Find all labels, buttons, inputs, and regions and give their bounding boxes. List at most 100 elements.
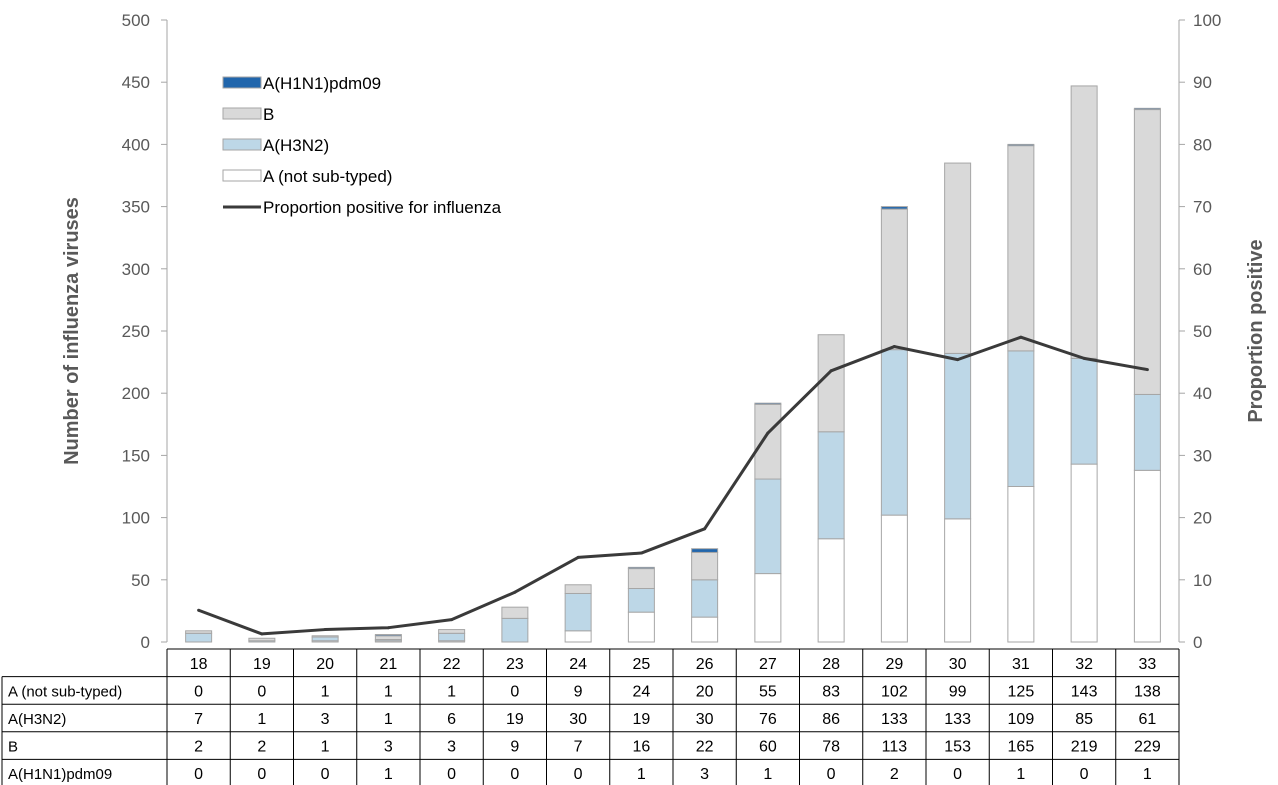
table-header-cell: 20 — [316, 656, 334, 673]
bar-segment — [1070, 357, 1098, 465]
table-cell: 219 — [1071, 739, 1098, 756]
left-tick-label: 0 — [141, 633, 150, 652]
bar-segment — [1133, 469, 1161, 643]
table-cell: 9 — [510, 739, 519, 756]
table-cell: 9 — [574, 683, 583, 700]
table-cell: 0 — [953, 766, 962, 783]
bar-segment — [817, 334, 845, 433]
bar-segment — [691, 551, 719, 581]
right-tick-label: 60 — [1193, 260, 1212, 279]
legend-item: Proportion positive for influenza — [223, 198, 502, 217]
legend-label: A(H1N1)pdm09 — [263, 74, 381, 93]
table-header-cell: 27 — [759, 656, 777, 673]
bar-segment — [691, 579, 719, 618]
bar-segment — [944, 162, 972, 354]
table-header-cell: 23 — [506, 656, 524, 673]
bar-segment — [944, 352, 972, 520]
left-tick-label: 150 — [122, 446, 150, 465]
table-header-cell: 31 — [1012, 656, 1030, 673]
table-cell: 78 — [822, 739, 840, 756]
left-tick-label: 300 — [122, 260, 150, 279]
table-cell: 16 — [632, 739, 650, 756]
left-tick-label: 400 — [122, 135, 150, 154]
legend-swatch — [222, 169, 262, 182]
table-cell: 83 — [822, 683, 840, 700]
table-cell: 1 — [1143, 766, 1152, 783]
table-cell: 113 — [882, 739, 908, 756]
right-tick-label: 0 — [1193, 633, 1202, 652]
line-point — [1082, 356, 1086, 360]
line-point — [386, 626, 390, 630]
table-cell: 153 — [944, 739, 971, 756]
legend-label: A(H3N2) — [263, 136, 329, 155]
legend-item: B — [222, 105, 274, 124]
table-header-cell: 19 — [253, 656, 271, 673]
line-point — [323, 628, 327, 632]
right-tick-label: 80 — [1193, 135, 1212, 154]
right-tick-label: 100 — [1193, 11, 1221, 30]
table-cell: 1 — [384, 683, 393, 700]
table-cell: 0 — [510, 683, 519, 700]
line-point — [513, 590, 517, 594]
table-cell: 30 — [696, 711, 714, 728]
bar-segment — [311, 635, 339, 638]
table-cell: 0 — [574, 766, 583, 783]
table-cell: 2 — [257, 739, 266, 756]
bar-segment — [1007, 145, 1035, 352]
line-point — [1019, 335, 1023, 339]
table-cell: 60 — [759, 739, 777, 756]
table-cell: 1 — [637, 766, 646, 783]
proportion-positive-line — [198, 335, 1148, 636]
table-cell: 3 — [700, 766, 709, 783]
table-cell: 0 — [447, 766, 456, 783]
table-cell: 30 — [569, 711, 587, 728]
legend-swatch — [222, 76, 262, 89]
table-cell: 22 — [696, 739, 714, 756]
table-row-label: A(H1N1)pdm09 — [8, 766, 112, 783]
table-cell: 3 — [321, 711, 330, 728]
data-table: 18 19 20 21 22 23 24 25 26 27 28 29 30 31 32 33A (not s… — [1, 648, 1180, 785]
bar-segment — [880, 514, 908, 643]
table-header-cell: 29 — [885, 656, 903, 673]
left-tick-label: 500 — [122, 11, 150, 30]
line-point — [197, 608, 201, 612]
bar-segment — [374, 634, 402, 637]
line-point — [766, 431, 770, 435]
bar-segment — [1133, 109, 1161, 395]
table-header-cell: 28 — [822, 656, 840, 673]
table-cell: 85 — [1075, 711, 1093, 728]
legend-item: A (not sub-typed) — [222, 167, 392, 186]
table-row-label: A(H3N2) — [8, 711, 66, 728]
table-cell: 55 — [759, 683, 777, 700]
bar-segment — [691, 548, 719, 553]
bar-segment — [944, 518, 972, 643]
bar-segment — [501, 606, 529, 619]
right-tick-label: 30 — [1193, 446, 1212, 465]
table-cell: 133 — [881, 711, 908, 728]
left-axis-title: Number of influenza viruses — [61, 197, 83, 465]
right-tick-label: 10 — [1193, 571, 1212, 590]
table-cell: 3 — [447, 739, 456, 756]
bar-segment — [754, 478, 782, 575]
table-header-cell: 21 — [379, 656, 397, 673]
bars — [185, 85, 1161, 643]
line-point — [829, 369, 833, 373]
bar-segment — [817, 431, 845, 540]
legend-label: Proportion positive for influenza — [263, 198, 502, 217]
bar-segment — [754, 403, 782, 480]
table-cell: 1 — [384, 711, 393, 728]
table-header-cell: 18 — [190, 656, 208, 673]
right-tick-label: 90 — [1193, 73, 1212, 92]
line-point — [892, 345, 896, 349]
table-cell: 0 — [194, 683, 203, 700]
table-cell: 0 — [194, 766, 203, 783]
right-tick-label: 50 — [1193, 322, 1212, 341]
table-header-cell: 24 — [569, 656, 587, 673]
bar-segment — [438, 632, 466, 642]
table-header-cell: 33 — [1138, 656, 1156, 673]
table-cell: 133 — [944, 711, 971, 728]
table-cell: 61 — [1138, 711, 1156, 728]
table-cell: 0 — [257, 683, 266, 700]
legend-swatch — [222, 107, 262, 120]
table-cell: 0 — [510, 766, 519, 783]
